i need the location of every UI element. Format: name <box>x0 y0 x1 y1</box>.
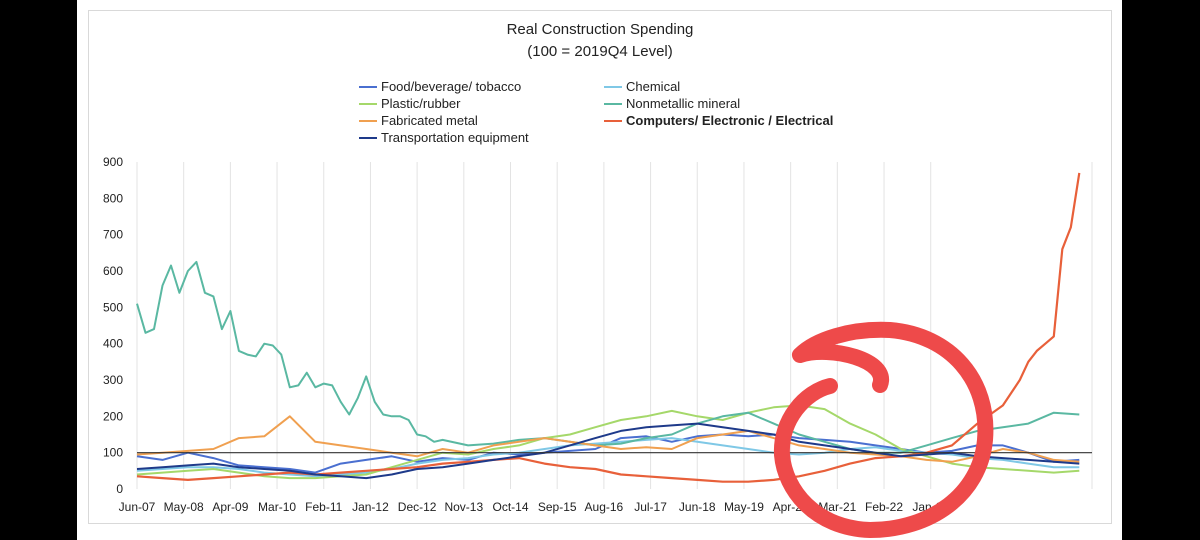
y-tick-label: 600 <box>103 264 123 278</box>
x-tick-label: Apr-20 <box>773 500 809 514</box>
y-tick-label: 800 <box>103 191 123 205</box>
legend-label: Plastic/rubber <box>381 96 461 111</box>
y-tick-label: 200 <box>103 409 123 423</box>
x-tick-label: Jan-23 <box>912 500 949 514</box>
y-tick-label: 0 <box>116 482 123 496</box>
chart-frame: Real Construction Spending (100 = 2019Q4… <box>88 10 1112 524</box>
y-tick-label: 100 <box>103 446 123 460</box>
chart-title: Real Construction Spending <box>506 21 694 38</box>
legend-swatch <box>359 102 377 105</box>
legend-label: Chemical <box>626 79 681 94</box>
legend-label: Fabricated metal <box>381 113 478 128</box>
legend-label: Nonmetallic mineral <box>626 96 741 111</box>
y-tick-label: 900 <box>103 155 123 169</box>
legend-label: Food/beverage/ tobacco <box>381 79 522 94</box>
x-tick-label: Jun-18 <box>679 500 716 514</box>
x-tick-label: Mar-10 <box>258 500 296 514</box>
legend-item: Plastic/rubber <box>359 96 460 111</box>
chart-subtitle: (100 = 2019Q4 Level) <box>527 43 673 60</box>
legend-swatch <box>604 102 622 105</box>
legend-item: Chemical <box>604 79 680 94</box>
x-tick-label: Feb-11 <box>305 500 342 514</box>
y-tick-label: 400 <box>103 337 123 351</box>
x-tick-label: Mar-21 <box>818 500 856 514</box>
line-chart: Jun-07 May-08 Apr-09 Mar-10 Feb-11 Jan-12 Dec-… <box>103 155 1093 514</box>
legend-item: Transportation equipment <box>359 130 529 145</box>
legend-label: Transportation equipment <box>381 130 529 145</box>
legend-swatch <box>359 119 377 122</box>
legend-item: Nonmetallic mineral <box>604 96 740 111</box>
x-tick-label: Jul-17 <box>634 500 667 514</box>
legend-label: Computers/ Electronic / Electrical <box>626 113 834 128</box>
legend-swatch <box>359 136 377 139</box>
legend-swatch <box>359 85 377 88</box>
x-tick-label: May-08 <box>164 500 204 514</box>
y-tick-label: 300 <box>103 373 123 387</box>
x-tick-label: Nov-13 <box>444 500 483 514</box>
x-tick-label: Apr-09 <box>212 500 248 514</box>
x-tick-label: Oct-14 <box>493 500 529 514</box>
legend-item: Fabricated metal <box>359 113 478 128</box>
y-tick-label: 700 <box>103 228 123 242</box>
x-tick-label: Jun-07 <box>119 500 156 514</box>
y-tick-label: 500 <box>103 300 123 314</box>
legend-swatch <box>604 85 622 88</box>
x-tick-label: May-19 <box>724 500 764 514</box>
legend-item: Food/beverage/ tobacco <box>359 79 521 94</box>
series-line <box>136 422 1080 480</box>
x-tick-label: Dec-12 <box>398 500 437 514</box>
x-tick-label: Feb-22 <box>865 500 903 514</box>
legend-swatch <box>604 119 622 122</box>
x-tick-label: Jan-12 <box>352 500 389 514</box>
x-tick-label: Sep-15 <box>538 500 577 514</box>
legend-item: Computers/ Electronic / Electrical <box>604 113 833 128</box>
x-tick-label: Aug-16 <box>585 500 624 514</box>
